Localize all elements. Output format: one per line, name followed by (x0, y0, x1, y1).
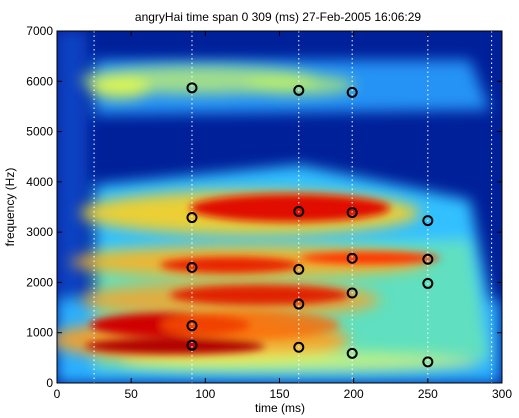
x-tick-label: 50 (124, 387, 138, 401)
chart-title: angryHai time span 0 309 (ms) 27-Feb-200… (135, 10, 421, 24)
formant-marker (422, 253, 434, 265)
y-tick-label: 1000 (26, 326, 53, 340)
formant-marker (293, 298, 305, 310)
y-tick-label: 4000 (26, 175, 53, 189)
spectrogram-image (57, 31, 502, 383)
formant-marker (422, 215, 434, 227)
formant-marker (293, 84, 305, 96)
formant-marker (346, 86, 358, 98)
formant-marker (346, 207, 358, 219)
y-tick-label: 2000 (26, 275, 53, 289)
formant-marker (422, 277, 434, 289)
formant-markers (186, 82, 434, 368)
formant-marker (186, 212, 198, 224)
formant-marker (293, 206, 305, 218)
heatmap-energy-layer-high (85, 194, 440, 354)
x-tick-label: 0 (54, 387, 61, 401)
formant-marker (293, 341, 305, 353)
formant-marker (346, 287, 358, 299)
formant-marker (186, 82, 198, 94)
formant-marker (422, 356, 434, 368)
formant-marker (346, 347, 358, 359)
formant-marker (186, 261, 198, 273)
x-tick-label: 200 (344, 387, 364, 401)
formant-marker (186, 339, 198, 351)
x-tick-label: 100 (195, 387, 215, 401)
x-axis-label: time (ms) (255, 401, 305, 415)
y-axis-label: frequency (Hz) (3, 168, 17, 247)
x-tick-label: 300 (492, 387, 512, 401)
formant-marker (293, 263, 305, 275)
x-tick-label: 250 (418, 387, 438, 401)
x-tick-label: 150 (269, 387, 289, 401)
y-tick-label: 6000 (26, 74, 53, 88)
y-tick-label: 7000 (26, 24, 53, 38)
y-axis-ticks: 0 1000 2000 3000 4000 5000 6000 7000 (26, 24, 502, 390)
formant-marker (186, 320, 198, 332)
y-tick-label: 0 (46, 376, 53, 390)
y-tick-label: 3000 (26, 225, 53, 239)
formant-marker (346, 252, 358, 264)
y-tick-label: 5000 (26, 125, 53, 139)
x-axis-ticks: 0 50 100 150 200 250 300 (54, 31, 512, 401)
